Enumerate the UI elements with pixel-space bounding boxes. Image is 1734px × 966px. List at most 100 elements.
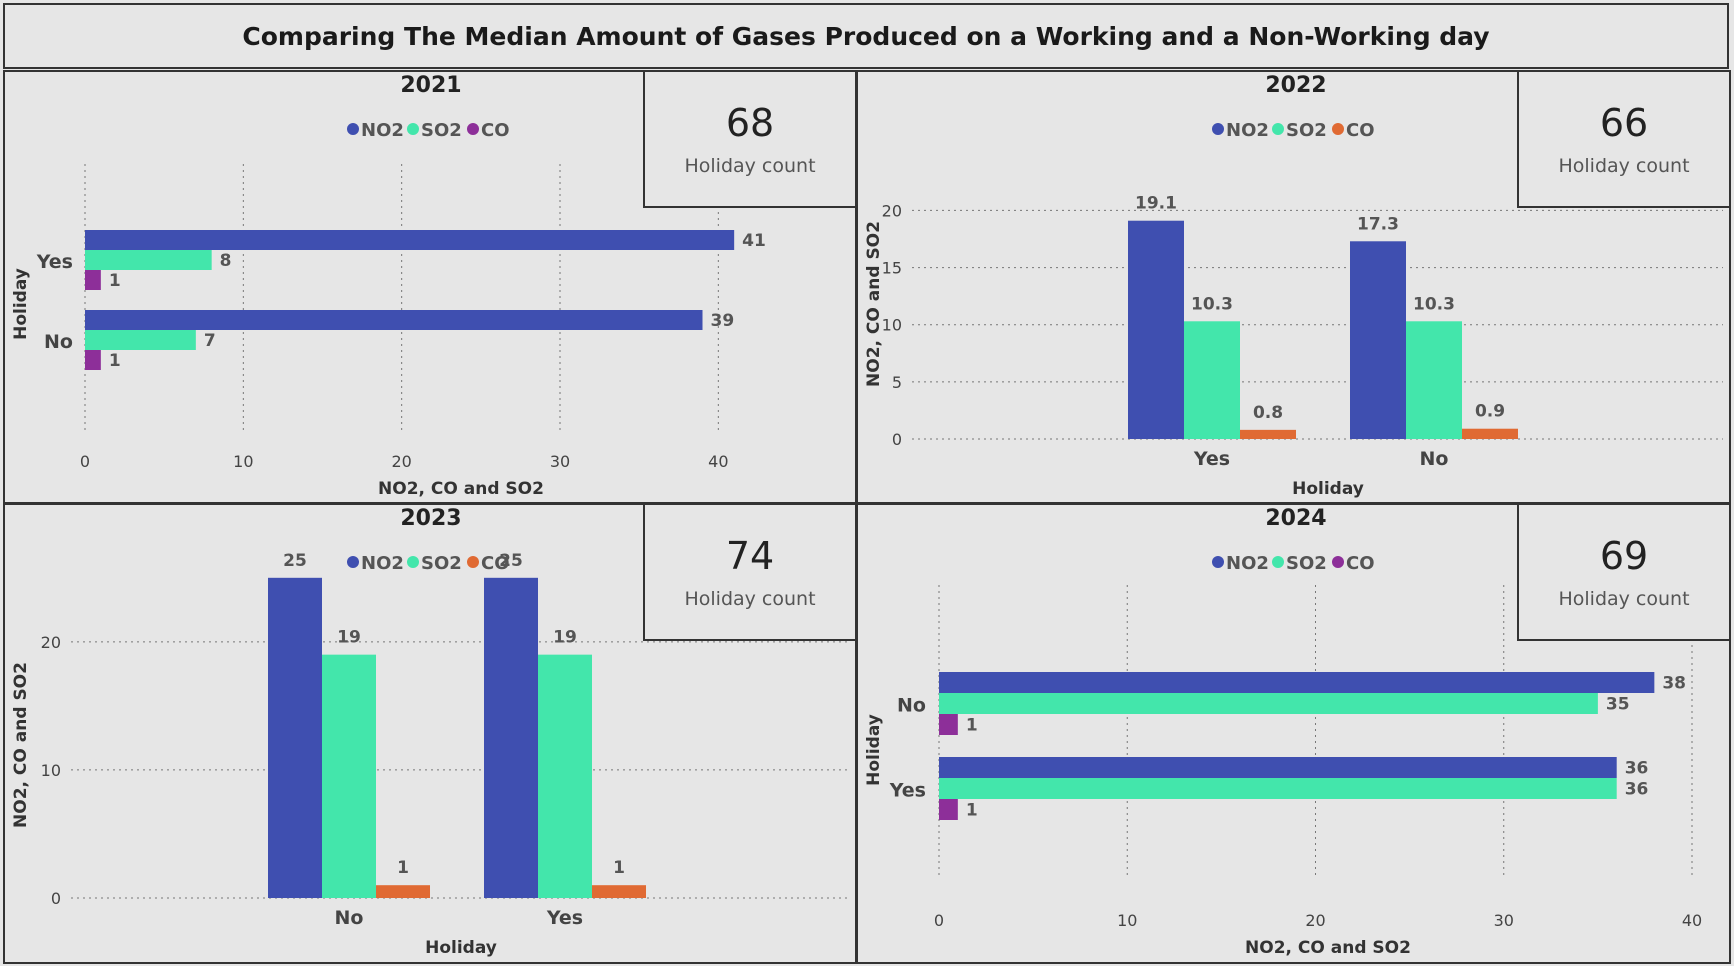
holiday-count-label: Holiday count [684, 588, 816, 610]
category-label: Yes [36, 251, 73, 273]
holiday-count-card: 69 Holiday count [1517, 505, 1729, 641]
chart-title: 2023 [400, 506, 461, 531]
bar-no2 [939, 757, 1617, 778]
bar-co [1462, 428, 1518, 439]
legend-marker [1272, 123, 1284, 135]
chart-2023: 2023 NO2 SO2 CO 0 10 20 25 19 1 No 25 19 1 Yes Holiday N… [11, 506, 850, 958]
legend-label: SO2 [1286, 120, 1327, 141]
x-tick-label: 40 [1682, 911, 1702, 930]
chart-2022: 2022 NO2 SO2 CO 0 5 10 15 20 19.1 10.3 0.8 Yes 17.3 10… [864, 73, 1723, 499]
category-label: No [44, 331, 73, 353]
x-tick-label: 40 [708, 452, 728, 471]
data-label: 36 [1625, 780, 1649, 800]
holiday-count-value: 74 [725, 534, 775, 578]
dashboard-header: Comparing The Median Amount of Gases Pro… [3, 3, 1729, 69]
data-label: 41 [742, 231, 766, 251]
legend-marker [1212, 556, 1224, 568]
bar-co [939, 799, 958, 820]
data-label: 17.3 [1357, 214, 1399, 234]
legend-label: NO2 [1226, 120, 1269, 141]
y-tick-label: 10 [41, 761, 61, 780]
chart-panel-2024: 2024 NO2 SO2 CO 0 10 20 30 40 No 38 35 1 Yes 36 36 1 NO2,… [856, 503, 1731, 964]
holiday-count-value: 66 [1599, 101, 1649, 145]
legend-label: NO2 [361, 120, 404, 141]
x-tick-label: 30 [550, 452, 570, 471]
bar-co [1240, 429, 1296, 439]
x-axis-title: Holiday [425, 938, 497, 958]
bar-co [85, 350, 101, 370]
data-label: 25 [499, 551, 523, 571]
data-label: 36 [1625, 759, 1649, 779]
bar-co [85, 270, 101, 290]
legend-marker [1212, 123, 1224, 135]
chart-title: 2024 [1265, 506, 1326, 531]
legend-label: NO2 [1226, 553, 1269, 574]
legend-label: SO2 [1286, 553, 1327, 574]
holiday-count-label: Holiday count [1558, 155, 1690, 177]
legend-label: CO [481, 120, 510, 141]
data-label: 1 [613, 858, 625, 878]
bar-so2 [939, 693, 1598, 714]
legend-marker [467, 123, 479, 135]
data-label: 38 [1662, 674, 1686, 694]
bar-no2 [85, 310, 703, 330]
data-label: 10.3 [1191, 294, 1233, 314]
x-axis-title: NO2, CO and SO2 [1245, 938, 1411, 958]
data-label: 8 [220, 251, 232, 271]
holiday-count-value: 69 [1599, 534, 1649, 578]
category-label: Yes [546, 907, 583, 929]
data-label: 39 [711, 311, 735, 331]
bar-co [376, 885, 430, 898]
data-label: 1 [397, 858, 409, 878]
holiday-count-value: 68 [725, 101, 775, 145]
holiday-count-card: 66 Holiday count [1517, 72, 1729, 208]
x-tick-label: 10 [1117, 911, 1137, 930]
legend-marker [1272, 556, 1284, 568]
data-label: 19 [337, 628, 361, 648]
legend-marker [407, 123, 419, 135]
data-label: 1 [966, 801, 978, 821]
data-label: 25 [283, 551, 307, 571]
legend-marker [1332, 123, 1344, 135]
legend-label: CO [481, 553, 510, 574]
holiday-count-card: 68 Holiday count [643, 72, 855, 208]
bar-so2 [85, 330, 196, 350]
y-tick-label: 0 [892, 430, 902, 449]
bar-no2 [85, 230, 735, 250]
bar-so2 [322, 654, 376, 898]
legend-label: CO [1346, 120, 1375, 141]
data-label: 19 [553, 628, 577, 648]
legend-marker [467, 556, 479, 568]
bar-so2 [1406, 321, 1462, 439]
x-tick-label: 10 [233, 452, 253, 471]
bar-no2 [1350, 241, 1406, 439]
data-label: 35 [1606, 695, 1630, 715]
chart-panel-2023: 2023 NO2 SO2 CO 0 10 20 25 19 1 No 25 19 1 Yes Holiday N… [3, 503, 857, 964]
legend-label: SO2 [421, 120, 462, 141]
category-label: No [897, 695, 926, 717]
legend-label: SO2 [421, 553, 462, 574]
data-label: 1 [109, 351, 121, 371]
category-label: Yes [1193, 448, 1230, 470]
y-axis-title: Holiday [864, 714, 884, 786]
bar-no2 [268, 577, 322, 898]
legend-marker [1332, 556, 1344, 568]
category-label: No [1420, 448, 1449, 470]
chart-panel-2021: 2021 NO2 SO2 CO 0 10 20 30 40 Yes 41 8 1 No 39 7 1 NO2, C… [3, 70, 857, 504]
x-axis-title: Holiday [1292, 479, 1364, 499]
legend-marker [347, 123, 359, 135]
data-label: 0.8 [1253, 403, 1283, 423]
legend-label: NO2 [361, 553, 404, 574]
y-axis-title: Holiday [11, 268, 31, 340]
bar-so2 [85, 250, 212, 270]
y-tick-label: 10 [882, 316, 902, 335]
y-axis-title: NO2, CO and SO2 [864, 221, 884, 387]
data-label: 1 [109, 271, 121, 291]
category-label: No [335, 907, 364, 929]
data-label: 0.9 [1475, 402, 1505, 422]
bar-so2 [1184, 321, 1240, 439]
y-tick-label: 0 [51, 889, 61, 908]
legend-label: CO [1346, 553, 1375, 574]
data-label: 19.1 [1135, 194, 1177, 214]
